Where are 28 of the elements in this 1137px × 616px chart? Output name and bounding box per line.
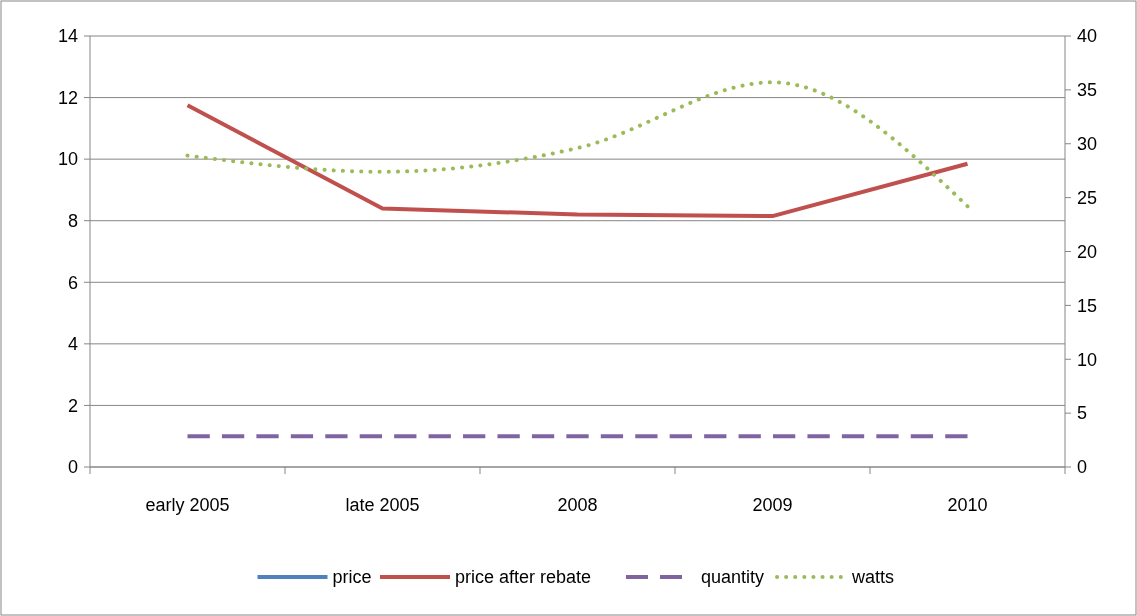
line-series [185,80,970,209]
y2-tick-label: 35 [1077,80,1098,101]
legend-label: price [332,567,372,588]
legend-label: price after rebate [455,567,592,588]
y-tick-label: 2 [67,395,78,416]
y2-tick-label: 30 [1077,134,1098,155]
y-tick-label: 4 [67,334,78,355]
y-tick-label: 14 [57,26,78,47]
x-tick-label: late 2005 [345,495,420,515]
y-tick-label: 0 [67,457,78,478]
x-tick-label: early 2005 [145,495,230,515]
y-tick-label: 10 [57,149,78,170]
y2-tick-label: 0 [1077,457,1088,478]
line-series [185,103,970,219]
y2-tick-label: 10 [1077,349,1098,370]
y-tick-label: 8 [67,211,78,232]
y2-tick-label: 20 [1077,241,1098,262]
y2-tick-label: 25 [1077,187,1098,208]
y-tick-label: 6 [67,272,78,293]
legend-label: quantity [701,567,765,588]
y2-tick-label: 40 [1077,26,1098,47]
x-tick-label: 2010 [947,495,988,515]
y-tick-label: 12 [57,87,78,108]
legend-label: watts [851,567,895,588]
y2-tick-label: 15 [1077,295,1098,316]
x-tick-label: 2009 [752,495,793,515]
x-tick-label: 2008 [557,495,598,515]
y2-tick-label: 5 [1077,403,1088,424]
